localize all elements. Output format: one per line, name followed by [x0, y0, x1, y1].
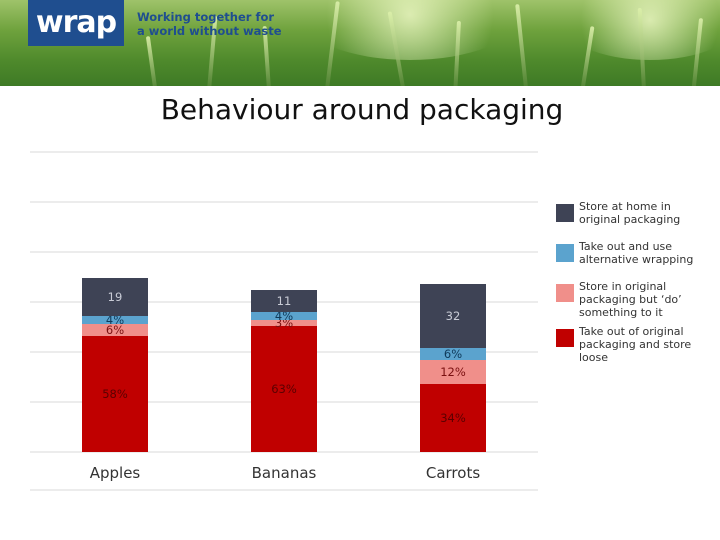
data-label: 6% — [106, 323, 124, 337]
bar-segment — [251, 320, 317, 326]
x-tick-label: Carrots — [426, 464, 480, 482]
legend-label: Take out of original packaging and store… — [579, 325, 692, 364]
tagline-line-1: Working together for — [137, 10, 275, 24]
data-label: 4% — [275, 309, 293, 323]
x-tick-label: Apples — [90, 464, 141, 482]
chart-title: Behaviour around packaging — [160, 93, 564, 126]
bar-segment — [82, 336, 148, 452]
tagline-line-2: a world without waste — [137, 24, 282, 38]
legend-swatch — [556, 329, 574, 347]
logo-text: wrap — [35, 5, 117, 40]
bar-segment — [420, 348, 486, 360]
header-banner: wrap Working together for a world withou… — [0, 0, 720, 86]
legend-label: Store in original packaging but ‘do’ som… — [579, 280, 682, 319]
legend-label: Take out and use alternative wrapping — [579, 240, 694, 266]
bar-segment — [82, 278, 148, 316]
legend-swatch — [556, 204, 574, 222]
x-tick-label: Bananas — [252, 464, 317, 482]
legend-label: Store at home in original packaging — [579, 200, 681, 226]
data-label: 4% — [106, 313, 124, 327]
tagline: Working together for a world without was… — [137, 10, 282, 38]
legend-swatch — [556, 284, 574, 302]
bar-segment — [420, 384, 486, 452]
wrap-logo: wrap — [28, 0, 124, 46]
data-label: 6% — [444, 347, 462, 361]
data-label: 34% — [440, 411, 466, 425]
bar-segment — [251, 326, 317, 452]
data-label: 58% — [102, 387, 128, 401]
data-label: 63% — [271, 382, 297, 396]
bar-segment — [251, 312, 317, 320]
bar-segment — [82, 324, 148, 336]
data-label: 11 — [277, 294, 292, 308]
data-label: 32 — [446, 309, 461, 323]
bar-segment — [251, 290, 317, 312]
bar-segment — [420, 284, 486, 348]
data-label: 12% — [440, 365, 466, 379]
bar-segment — [82, 316, 148, 324]
bar-segment — [420, 360, 486, 384]
data-label: 19 — [108, 290, 123, 304]
legend-swatch — [556, 244, 574, 262]
